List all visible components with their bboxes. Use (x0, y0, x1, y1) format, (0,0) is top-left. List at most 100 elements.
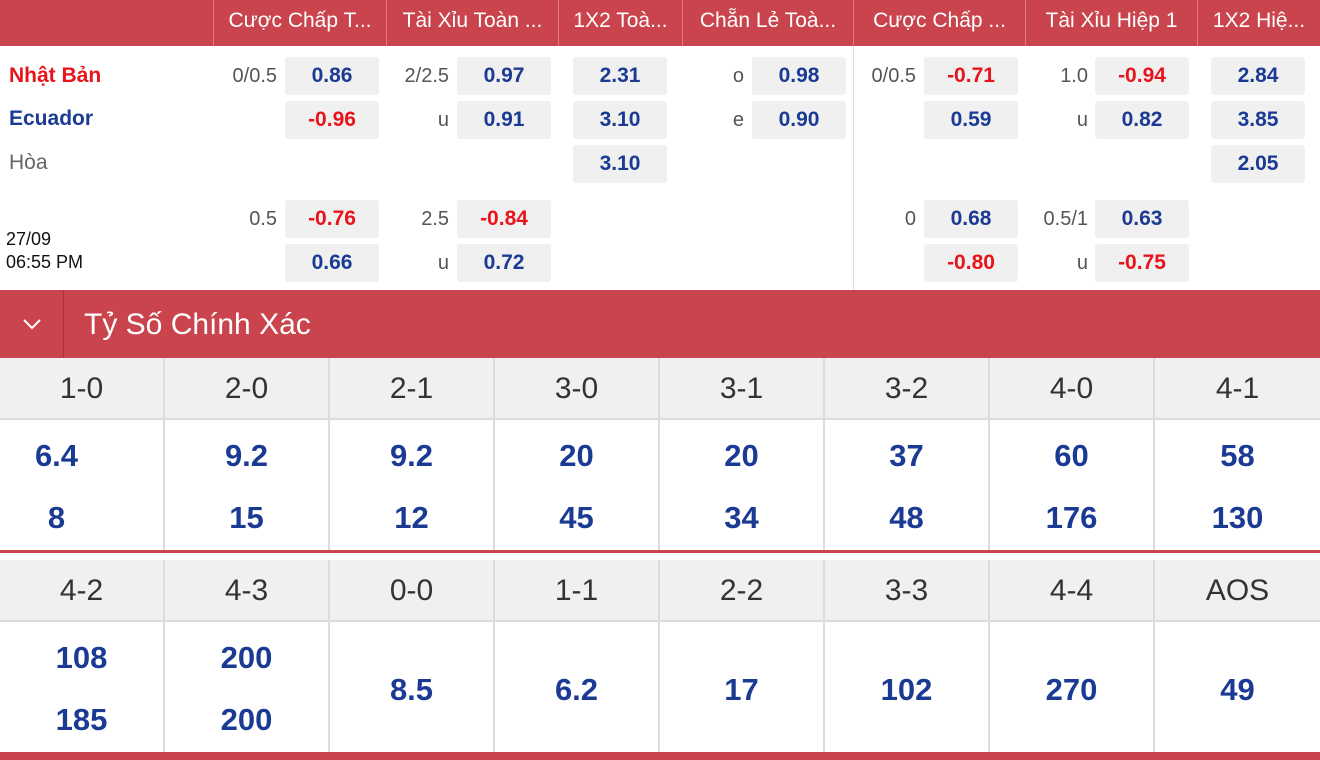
tab-over-under-half[interactable]: Tài Xỉu Hiệp 1 (1025, 0, 1197, 46)
score-label: 0-0 (330, 560, 493, 622)
score-column: 3-2 37 48 (825, 358, 990, 550)
odds-button[interactable]: 20 (724, 438, 759, 473)
handicap-line: 0.5 (249, 208, 277, 230)
odds-button[interactable]: 0.66 (285, 244, 379, 282)
score-column: 1-1 6.2 (495, 560, 660, 752)
odds-button[interactable]: 0.90 (752, 101, 846, 139)
kickoff-time: 27/09 06:55 PM (6, 228, 83, 274)
score-column: 4-0 60 176 (990, 358, 1155, 550)
odds-button[interactable]: 0.97 (457, 57, 551, 95)
score-label: 4-4 (990, 560, 1153, 622)
home-team-name: Nhật Bản (9, 64, 102, 87)
tab-odd-even-full[interactable]: Chẵn Lẻ Toà... (682, 0, 853, 46)
score-label: 4-1 (1155, 358, 1320, 420)
total-line: 0.5/1 (1043, 208, 1088, 230)
odds-panel: Nhật Bản Ecuador Hòa 27/09 06:55 PM 0/0.… (0, 46, 1320, 290)
odds-button[interactable]: 0.72 (457, 244, 551, 282)
tab-handicap-half[interactable]: Cược Chấp ... (853, 0, 1025, 46)
odds-button[interactable]: 9.2 (389, 438, 434, 473)
correct-score-grid-2: 4-2 108 185 4-3 200 200 0-0 8.5 1-1 6.2 … (0, 560, 1320, 752)
odds-button[interactable]: -0.76 (285, 200, 379, 238)
odds-button[interactable]: -0.94 (1095, 57, 1189, 95)
market-tabs-header: Cược Chấp T... Tài Xỉu Toàn ... 1X2 Toà.… (0, 0, 1320, 46)
even-label: e (732, 109, 744, 131)
tab-1x2-half[interactable]: 1X2 Hiệ... (1197, 0, 1320, 46)
odds-button[interactable]: 17 (724, 672, 759, 707)
odds-button[interactable]: 0.63 (1095, 200, 1189, 238)
total-line: 2/2.5 (404, 65, 449, 87)
odds-button[interactable]: 34 (724, 500, 759, 535)
odds-button[interactable]: 0.59 (924, 101, 1018, 139)
odds-button[interactable]: -0.84 (457, 200, 551, 238)
away-team-name: Ecuador (9, 107, 94, 130)
score-column: 0-0 8.5 (330, 560, 495, 752)
odds-button[interactable]: 15 (229, 500, 264, 535)
odds-button[interactable]: 0.82 (1095, 101, 1189, 139)
score-column: 4-4 270 (990, 560, 1155, 752)
odds-button[interactable]: 130 (1211, 500, 1264, 535)
score-column: 3-0 20 45 (495, 358, 660, 550)
odd-label: o (732, 65, 744, 87)
odds-button[interactable]: 3.85 (1211, 101, 1305, 139)
odds-button[interactable]: 3.10 (573, 101, 667, 139)
odds-button[interactable]: 58 (1220, 438, 1255, 473)
score-column: 2-2 17 (660, 560, 825, 752)
correct-score-bar: Tỷ Số Chính Xác (0, 290, 1320, 358)
chevron-down-icon[interactable] (0, 290, 64, 358)
odds-button[interactable]: 8.5 (389, 672, 434, 707)
odds-button[interactable]: 2.05 (1211, 145, 1305, 183)
tab-handicap-full[interactable]: Cược Chấp T... (213, 0, 386, 46)
score-label: 2-1 (330, 358, 493, 420)
kickoff-date: 27/09 (6, 229, 52, 249)
score-label: 3-3 (825, 560, 988, 622)
odds-button[interactable]: 102 (880, 672, 933, 707)
score-column: 1-0 6.4 8 (0, 358, 165, 550)
odds-button[interactable]: 45 (559, 500, 594, 535)
odds-button[interactable]: 3.10 (573, 145, 667, 183)
half-divider (853, 46, 854, 290)
odds-button[interactable]: 9.2 (224, 438, 269, 473)
odds-button[interactable]: 2.31 (573, 57, 667, 95)
handicap-line: 0/0.5 (232, 65, 277, 87)
odds-button[interactable]: 49 (1220, 672, 1255, 707)
odds-button[interactable]: 0.68 (924, 200, 1018, 238)
odds-button[interactable]: 200 (220, 640, 273, 675)
odds-button[interactable]: -0.80 (924, 244, 1018, 282)
odds-button[interactable]: 48 (889, 500, 924, 535)
odds-button[interactable]: 0.86 (285, 57, 379, 95)
odds-button[interactable]: 185 (55, 702, 108, 737)
score-column: 4-3 200 200 (165, 560, 330, 752)
odds-button[interactable]: 8 (47, 500, 66, 535)
correct-score-title: Tỷ Số Chính Xác (84, 308, 311, 341)
odds-button[interactable]: 176 (1045, 500, 1098, 535)
odds-button[interactable]: 270 (1045, 672, 1098, 707)
score-label: 1-1 (495, 560, 658, 622)
score-label: 3-2 (825, 358, 988, 420)
odds-button[interactable]: 12 (394, 500, 429, 535)
total-line: 1.0 (1060, 65, 1088, 87)
odds-button[interactable]: 0.91 (457, 101, 551, 139)
handicap-line: 0/0.5 (871, 65, 916, 87)
odds-button[interactable]: -0.96 (285, 101, 379, 139)
odds-button[interactable]: 20 (559, 438, 594, 473)
odds-button[interactable]: 6.2 (554, 672, 599, 707)
grid-divider (0, 550, 1320, 560)
odds-button[interactable]: 108 (55, 640, 108, 675)
odds-button[interactable]: 37 (889, 438, 924, 473)
odds-button[interactable]: 200 (220, 702, 273, 737)
odds-button[interactable]: 6.4 (34, 438, 79, 473)
under-label: u (1076, 252, 1088, 274)
tab-over-under-full[interactable]: Tài Xỉu Toàn ... (386, 0, 558, 46)
odds-button[interactable]: -0.75 (1095, 244, 1189, 282)
score-label: 4-0 (990, 358, 1153, 420)
score-column: 4-1 58 130 (1155, 358, 1320, 550)
odds-button[interactable]: 60 (1054, 438, 1089, 473)
under-label: u (437, 252, 449, 274)
odds-button[interactable]: 2.84 (1211, 57, 1305, 95)
score-column: 3-1 20 34 (660, 358, 825, 550)
draw-label: Hòa (9, 151, 48, 174)
score-label: 2-2 (660, 560, 823, 622)
odds-button[interactable]: -0.71 (924, 57, 1018, 95)
odds-button[interactable]: 0.98 (752, 57, 846, 95)
tab-1x2-full[interactable]: 1X2 Toà... (558, 0, 682, 46)
